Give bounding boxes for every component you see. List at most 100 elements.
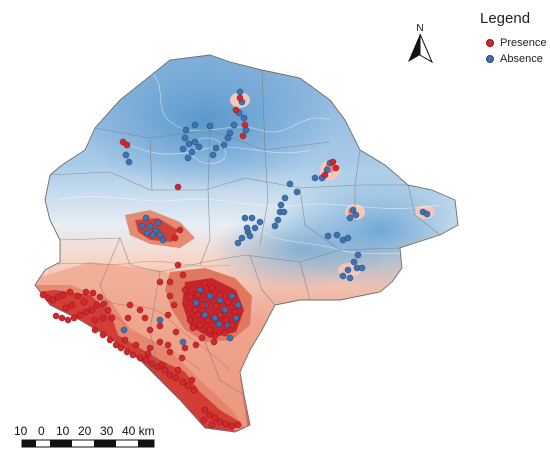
- presence-point: [170, 301, 178, 309]
- presence-point: [91, 316, 99, 324]
- presence-point: [74, 292, 82, 300]
- absence-point: [184, 154, 192, 162]
- presence-point: [49, 296, 57, 304]
- absence-point: [286, 180, 294, 188]
- presence-point: [181, 344, 189, 352]
- absence-point: [280, 208, 288, 216]
- absence-point: [156, 231, 164, 239]
- presence-point: [96, 293, 104, 301]
- presence-point: [206, 326, 214, 334]
- presence-point: [178, 354, 186, 362]
- legend-item-absence: Absence: [486, 51, 548, 67]
- absence-point: [346, 274, 354, 282]
- presence-point: [206, 411, 214, 419]
- presence-point: [216, 311, 224, 319]
- absence-point: [191, 121, 199, 129]
- scale-label: 10: [14, 424, 28, 438]
- presence-point: [91, 326, 99, 334]
- absence-point: [354, 251, 362, 259]
- presence-point: [216, 418, 224, 426]
- presence-point: [80, 298, 88, 306]
- absence-point: [125, 158, 133, 166]
- absence-point: [192, 299, 200, 307]
- presence-point: [158, 361, 166, 369]
- presence-point: [179, 271, 187, 279]
- presence-point: [64, 316, 72, 324]
- presence-point: [100, 300, 108, 308]
- north-arrow: N: [408, 23, 434, 64]
- presence-point: [146, 344, 154, 352]
- absence-point: [182, 126, 190, 134]
- presence-point: [234, 421, 242, 429]
- absence-point: [311, 174, 319, 182]
- presence-point: [142, 356, 150, 364]
- absence-point: [248, 214, 256, 222]
- country-outline: [34, 54, 459, 433]
- presence-point: [76, 311, 84, 319]
- absence-point: [349, 206, 357, 214]
- presence-point: [174, 366, 182, 374]
- absence-point: [146, 222, 154, 230]
- absence-point: [154, 219, 162, 227]
- presence-point: [129, 351, 137, 359]
- absence-point: [240, 114, 248, 122]
- presence-point: [112, 341, 120, 349]
- presence-point: [123, 348, 131, 356]
- absence-point: [226, 334, 234, 342]
- absence-point: [211, 314, 219, 322]
- absence-point: [212, 144, 220, 152]
- absence-point: [159, 236, 167, 244]
- absence-point: [236, 88, 244, 96]
- presence-point: [108, 314, 116, 322]
- scale-label: 20: [78, 424, 92, 438]
- absence-point: [143, 229, 151, 237]
- presence-point: [184, 382, 192, 390]
- presence-point: [136, 354, 144, 362]
- presence-point: [186, 316, 194, 324]
- scale-label: 40 km: [122, 424, 155, 438]
- presence-point: [239, 132, 247, 140]
- absence-point: [324, 232, 332, 240]
- scale-label: 0: [38, 424, 45, 438]
- absence-point: [120, 326, 128, 334]
- presence-point: [201, 406, 209, 414]
- legend: Legend Presence Absence: [476, 10, 548, 67]
- presence-point: [99, 331, 107, 339]
- presence-points: [39, 94, 340, 430]
- presence-point: [236, 94, 244, 102]
- legend-label-absence: Absence: [500, 53, 543, 65]
- absence-point: [344, 234, 352, 242]
- presence-point: [201, 279, 209, 287]
- absence-point: [185, 140, 193, 148]
- presence-point: [222, 316, 230, 324]
- presence-swatch: [486, 39, 494, 47]
- absence-point: [277, 201, 285, 209]
- absence-point: [423, 210, 431, 218]
- presence-point: [164, 341, 172, 349]
- presence-point: [190, 386, 198, 394]
- presence-point: [329, 158, 337, 166]
- presence-point: [132, 341, 140, 349]
- presence-point: [179, 378, 187, 386]
- presence-point: [68, 301, 76, 309]
- presence-point: [196, 321, 204, 329]
- absence-point: [339, 272, 347, 280]
- presence-point: [39, 291, 47, 299]
- presence-point: [166, 278, 174, 286]
- absence-point: [293, 188, 301, 196]
- presence-point: [156, 338, 164, 346]
- absence-point: [230, 121, 238, 129]
- presence-point: [62, 304, 70, 312]
- presence-point: [208, 421, 216, 429]
- presence-point: [117, 344, 125, 352]
- absence-point: [122, 151, 130, 159]
- absence-point: [281, 194, 289, 202]
- absence-point: [149, 231, 157, 239]
- absence-point: [241, 214, 249, 222]
- presence-point: [199, 301, 207, 309]
- presence-point: [211, 332, 219, 340]
- absence-point: [156, 316, 164, 324]
- absence-point: [206, 122, 214, 130]
- presence-point: [228, 321, 236, 329]
